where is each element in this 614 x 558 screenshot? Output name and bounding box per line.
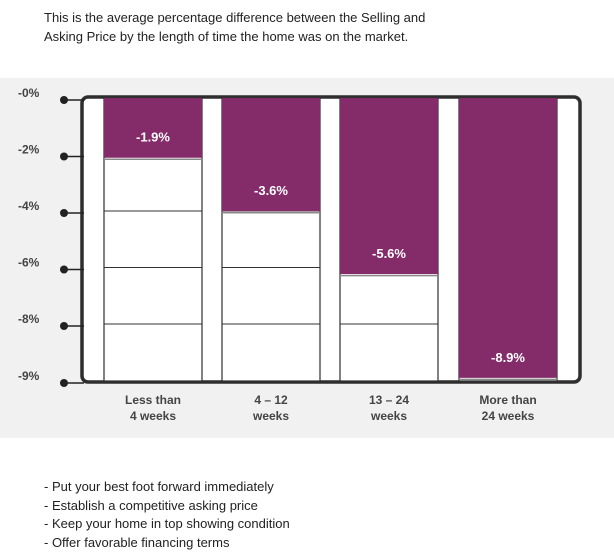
bar [340, 98, 438, 275]
tip-item: - Offer favorable financing terms [44, 534, 230, 550]
bar [104, 98, 202, 158]
category-label: 13 – 24 [369, 393, 409, 407]
data-label: -8.9% [491, 350, 525, 365]
intro-text: This is the average percentage differenc… [44, 8, 564, 46]
chart-frame [80, 95, 582, 384]
tips-list: - Put your best foot forward immediately… [44, 478, 290, 552]
category-label: 24 weeks [482, 409, 535, 423]
category-label: weeks [252, 409, 289, 423]
category-label: weeks [370, 409, 407, 423]
bar [459, 98, 557, 378]
data-label: -1.9% [136, 130, 170, 145]
tip-item: - Keep your home in top showing conditio… [44, 516, 290, 531]
y-tick-label: -8% [18, 312, 40, 326]
y-tick-label: -2% [18, 143, 40, 157]
y-tick-label: -6% [18, 256, 40, 270]
tip-item: - Put your best foot forward immediately [44, 479, 274, 494]
category-label: 4 weeks [130, 409, 176, 423]
bar-chart: -1.9% Less than 4 weeks -3.6% 4 – 12 weeks -5.… [18, 86, 582, 423]
data-label: -3.6% [254, 183, 288, 198]
tip-item: - Establish a competitive asking price [44, 497, 258, 513]
y-tick-label: -9% [18, 369, 40, 383]
y-tick-label: -4% [18, 199, 40, 213]
category-label: More than [479, 393, 536, 407]
y-tick-label: -0% [18, 86, 40, 100]
bar [222, 98, 320, 212]
intro-line-2: Asking Price by the length of time the h… [44, 29, 409, 44]
data-label: -5.6% [372, 246, 406, 261]
chart-panel: -1.9% Less than 4 weeks -3.6% 4 – 12 weeks -5.… [0, 78, 614, 438]
category-label: Less than [125, 393, 181, 407]
category-label: 4 – 12 [254, 393, 288, 407]
intro-line-1: This is the average percentage differenc… [44, 10, 426, 25]
